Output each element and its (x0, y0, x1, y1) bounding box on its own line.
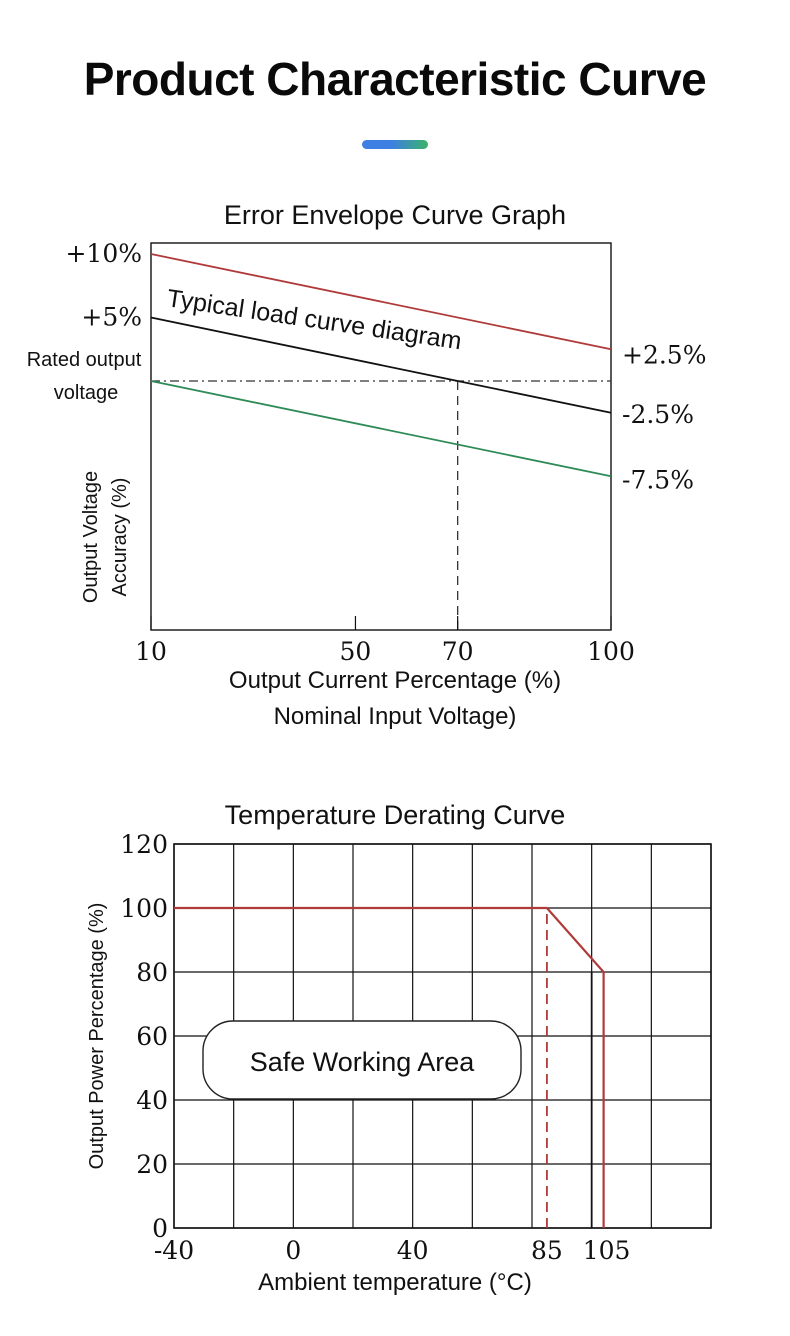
lower-envelope-line (150, 380, 612, 478)
derating-x-tick-label: 0 (285, 1236, 301, 1265)
derating-y-axis-title: Output Power Percentage (%) (86, 903, 108, 1170)
upper-envelope-line (150, 253, 612, 351)
error-x-tick-label: 70 (442, 637, 474, 666)
rated-output-label: voltage (54, 382, 119, 404)
typical-load-line (150, 316, 612, 414)
derating-x-tick-label: 40 (397, 1236, 429, 1265)
error-envelope-chart: Error Envelope Curve Graph 10 50 70 100 +10% +… (27, 200, 707, 730)
derating-y-tick-label: 20 (136, 1150, 168, 1179)
derating-plot-frame (173, 843, 712, 1229)
derating-x-tick-label: 85 (531, 1236, 563, 1265)
page-title: Product Characteristic Curve (83, 53, 707, 105)
error-plot-frame (150, 242, 612, 631)
error-right-label: -7.5% (622, 465, 694, 494)
derating-chart-title: Temperature Derating Curve (225, 800, 566, 830)
typical-load-annotation: Typical load curve diagram (165, 284, 463, 355)
error-chart-title: Error Envelope Curve Graph (224, 200, 566, 230)
derating-y-tick-label: 0 (152, 1214, 168, 1243)
error-x-axis-title: Output Current Percentage (%) (229, 667, 561, 694)
safe-working-area-box (202, 1020, 522, 1100)
derating-curve-line (174, 906, 605, 1228)
error-right-label: -2.5% (622, 400, 694, 429)
title-accent-bar (362, 140, 428, 149)
derating-y-tick-label: 40 (136, 1086, 168, 1115)
derating-x-tick-label: 105 (583, 1236, 631, 1265)
error-right-label: +2.5% (622, 340, 706, 369)
error-x-tick-label: 50 (340, 637, 372, 666)
error-y-axis-title: Accuracy (%) (109, 478, 131, 597)
derating-x-tick-label: -40 (154, 1236, 194, 1265)
derating-y-tick-label: 120 (120, 830, 168, 859)
rated-output-label: Rated output (27, 349, 142, 371)
error-y-tick-label: +10% (65, 239, 142, 268)
derating-x-axis-title: Ambient temperature (°C) (258, 1269, 532, 1296)
temperature-derating-chart: Temperature Derating Curve 0 20 40 60 80 100 12… (86, 800, 712, 1296)
error-y-tick-label: +5% (81, 303, 142, 332)
error-x-axis-note: Nominal Input Voltage) (274, 703, 517, 730)
derating-y-tick-label: 100 (120, 894, 168, 923)
safe-working-area-label: Safe Working Area (250, 1047, 476, 1077)
derating-y-tick-label: 80 (136, 958, 168, 987)
error-x-tick-label: 10 (135, 637, 167, 666)
error-y-axis-title: Output Voltage (80, 471, 102, 603)
error-x-tick-label: 100 (587, 637, 635, 666)
derating-y-tick-label: 60 (136, 1022, 168, 1051)
